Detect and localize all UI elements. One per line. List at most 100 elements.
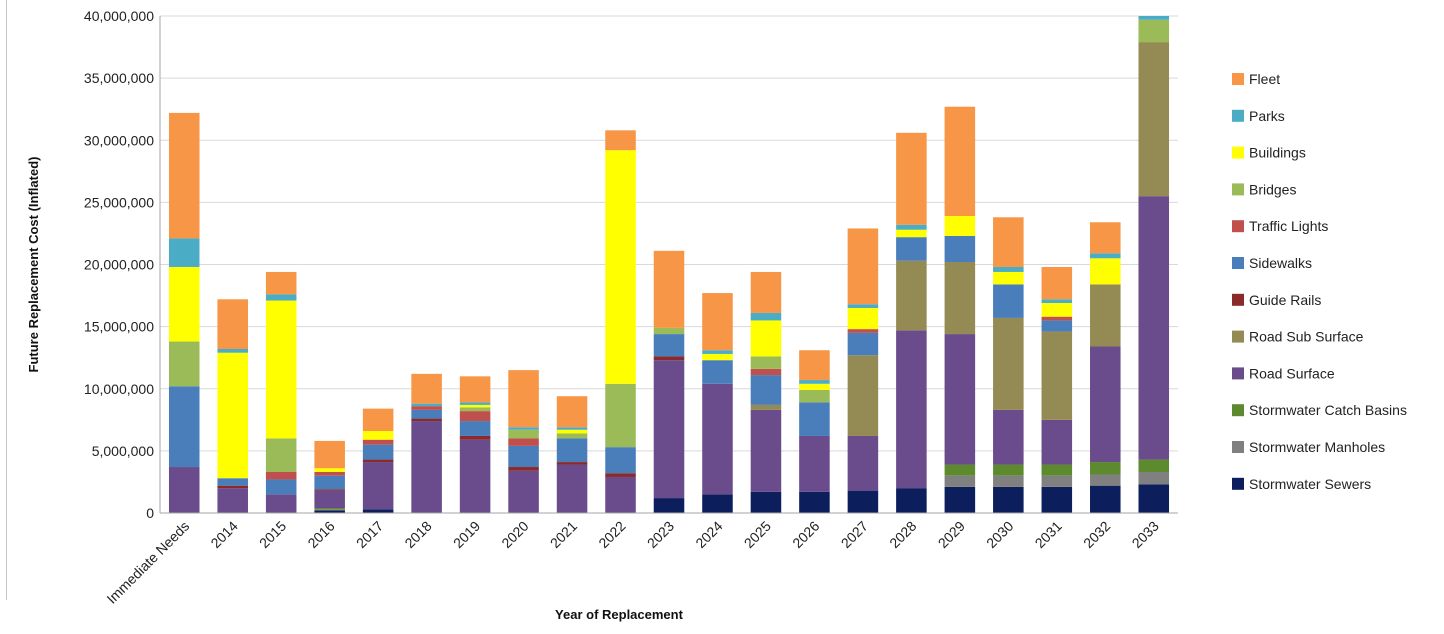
bar-segment bbox=[1041, 464, 1073, 476]
bar-segment bbox=[993, 464, 1024, 476]
bar-segment bbox=[508, 427, 539, 430]
bar-segment bbox=[314, 475, 345, 490]
bar-segment bbox=[799, 402, 830, 436]
legend-label: Bridges bbox=[1249, 181, 1296, 197]
bars bbox=[168, 0, 1170, 513]
bar-segment bbox=[702, 494, 733, 513]
bar-segment bbox=[993, 266, 1024, 272]
legend-label: Buildings bbox=[1249, 145, 1306, 161]
bar-segment bbox=[265, 438, 297, 472]
bar-segment bbox=[556, 462, 588, 465]
bar-segment bbox=[217, 299, 248, 349]
bar-segment bbox=[896, 237, 927, 261]
legend-swatch bbox=[1232, 73, 1244, 85]
bar-segment bbox=[314, 489, 345, 491]
legend-label: Parks bbox=[1249, 108, 1285, 124]
bar-segment bbox=[1090, 485, 1121, 513]
bar-segment bbox=[702, 360, 733, 384]
x-tick-label: Immediate Needs bbox=[103, 518, 192, 607]
bar-segment bbox=[556, 427, 588, 430]
y-tick-label: 15,000,000 bbox=[84, 319, 154, 335]
bar-segment bbox=[1090, 222, 1121, 254]
x-tick-label: 2033 bbox=[1129, 518, 1162, 551]
bar-segment bbox=[896, 260, 927, 331]
bar-segment bbox=[993, 317, 1024, 410]
bar-segment bbox=[265, 300, 297, 439]
legend-label: Road Surface bbox=[1249, 365, 1335, 381]
x-tick-label: 2019 bbox=[450, 518, 483, 551]
bar-segment bbox=[459, 404, 491, 408]
bar-segment bbox=[847, 307, 879, 330]
bar-segment bbox=[944, 106, 976, 217]
x-tick-label: 2024 bbox=[692, 518, 725, 551]
bar-segment bbox=[653, 334, 685, 357]
bar-segment bbox=[605, 383, 636, 448]
bar-segment bbox=[508, 467, 539, 471]
bar-segment bbox=[993, 271, 1024, 285]
bar-segment bbox=[1041, 419, 1073, 465]
bar-segment bbox=[750, 271, 782, 313]
x-tick-label: 2015 bbox=[256, 518, 289, 551]
bar-segment bbox=[1041, 475, 1073, 487]
bar-segment bbox=[896, 224, 927, 230]
x-tick-label: 2026 bbox=[789, 518, 822, 551]
bar-segment bbox=[750, 320, 782, 357]
bar-segment bbox=[750, 409, 782, 492]
bar-segment bbox=[653, 498, 685, 513]
x-tick-label: 2023 bbox=[644, 518, 677, 551]
bar-segment bbox=[847, 355, 879, 436]
bar-segment bbox=[556, 464, 588, 513]
bar-segment bbox=[944, 262, 976, 335]
bar-segment bbox=[944, 475, 976, 487]
x-tick-label: 2020 bbox=[498, 518, 531, 551]
bar-segment bbox=[362, 459, 394, 463]
bar-segment bbox=[265, 494, 297, 513]
legend-label: Traffic Lights bbox=[1249, 218, 1328, 234]
bar-segment bbox=[653, 356, 685, 361]
bar-segment bbox=[1041, 303, 1073, 317]
bar-segment bbox=[314, 508, 345, 510]
bar-segment bbox=[896, 330, 927, 489]
bar-segment bbox=[653, 250, 685, 328]
bar-segment bbox=[1041, 486, 1073, 513]
x-tick-label: 2018 bbox=[401, 518, 434, 551]
bar-segment bbox=[1090, 284, 1121, 347]
bar-segment bbox=[1138, 16, 1170, 20]
axes bbox=[159, 16, 1178, 514]
bar-segment bbox=[362, 408, 394, 431]
bar-segment bbox=[265, 471, 297, 480]
bar-segment bbox=[750, 368, 782, 376]
bar-segment bbox=[799, 383, 830, 390]
bar-segment bbox=[411, 373, 442, 404]
bar-segment bbox=[168, 238, 200, 267]
legend-swatch bbox=[1232, 477, 1244, 490]
y-tick-label: 40,000,000 bbox=[84, 8, 154, 24]
bar-segment bbox=[750, 404, 782, 410]
bar-segment bbox=[605, 130, 636, 151]
bar-segment bbox=[411, 421, 442, 513]
legend-label: Stormwater Sewers bbox=[1249, 476, 1371, 492]
bar-segment bbox=[1138, 0, 1169, 16]
bar-segment bbox=[1041, 331, 1073, 420]
bar-segment bbox=[750, 356, 782, 369]
bar-segment bbox=[217, 485, 248, 489]
bar-segment bbox=[314, 440, 345, 469]
bar-segment bbox=[847, 329, 879, 333]
bar-segment bbox=[847, 228, 879, 305]
y-tick-label: 20,000,000 bbox=[84, 257, 154, 273]
legend-label: Stormwater Manholes bbox=[1249, 439, 1385, 455]
x-tick-label: 2021 bbox=[547, 518, 580, 551]
bar-segment bbox=[459, 411, 491, 422]
legend-label: Fleet bbox=[1249, 71, 1280, 87]
bar-segment bbox=[314, 509, 345, 511]
bar-segment bbox=[1041, 316, 1073, 321]
bar-segment bbox=[362, 430, 394, 440]
bar-segment bbox=[944, 464, 976, 476]
bar-segment bbox=[362, 462, 394, 510]
bar-segment bbox=[1090, 258, 1121, 285]
bar-segment bbox=[508, 445, 539, 468]
x-tick-label: 2027 bbox=[838, 518, 871, 551]
bar-segment bbox=[265, 479, 297, 495]
bar-segment bbox=[411, 403, 442, 407]
